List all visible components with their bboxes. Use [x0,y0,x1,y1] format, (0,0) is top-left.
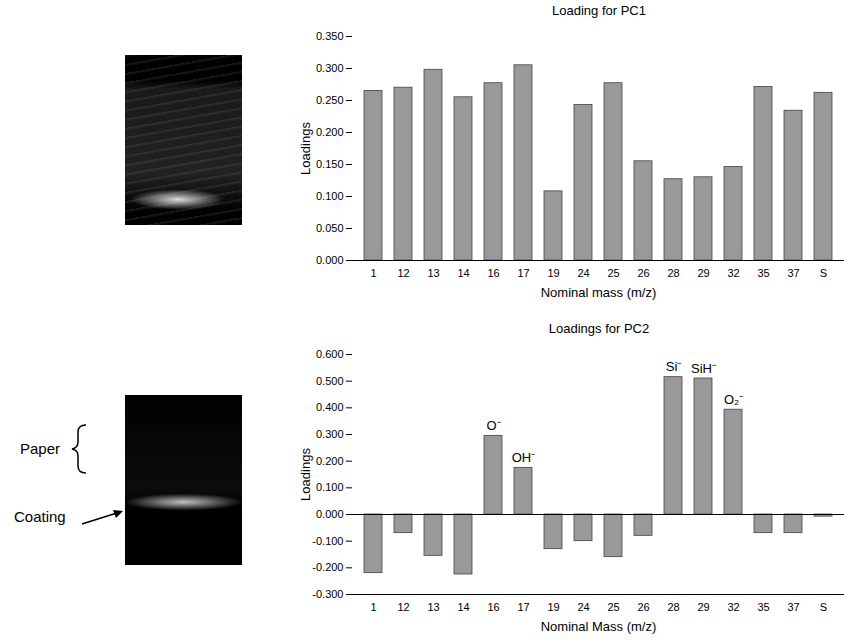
svg-text:12: 12 [397,601,409,613]
svg-text:0.000: 0.000 [316,508,344,520]
svg-text:Loadings: Loadings [298,122,313,175]
svg-text:14: 14 [457,601,469,613]
svg-text:32: 32 [727,601,739,613]
svg-text:Si⁻: Si⁻ [666,359,682,374]
svg-text:35: 35 [757,601,769,613]
svg-text:28: 28 [667,267,679,279]
svg-text:37: 37 [787,601,799,613]
svg-text:0.500: 0.500 [316,375,344,387]
svg-text:37: 37 [787,267,799,279]
svg-text:0.400: 0.400 [316,401,344,413]
svg-text:24: 24 [577,267,589,279]
svg-text:25: 25 [607,601,619,613]
svg-text:25: 25 [607,267,619,279]
svg-text:Loadings: Loadings [298,448,313,501]
svg-text:16: 16 [487,601,499,613]
svg-text:1: 1 [370,601,376,613]
svg-text:Nominal mass (m/z): Nominal mass (m/z) [541,285,657,300]
svg-text:-0.300: -0.300 [312,588,343,600]
svg-text:29: 29 [697,601,709,613]
svg-text:0.350: 0.350 [316,30,344,42]
html-text:Coating: Coating [14,508,66,525]
html-text:Loading for PC1: Loading for PC1 [552,3,646,18]
svg-text:1: 1 [370,267,376,279]
svg-text:0.150: 0.150 [316,158,344,170]
svg-text:17: 17 [517,267,529,279]
svg-text:S: S [820,601,827,613]
svg-text:14: 14 [457,267,469,279]
svg-text:SiH⁻: SiH⁻ [691,361,716,376]
svg-text:-0.200: -0.200 [312,561,343,573]
svg-text:0.300: 0.300 [316,62,344,74]
svg-text:0.200: 0.200 [316,126,344,138]
svg-text:26: 26 [637,601,649,613]
html-text:Loadings for PC2: Loadings for PC2 [548,321,650,336]
svg-text:29: 29 [697,267,709,279]
svg-text:OH⁻: OH⁻ [512,450,536,465]
svg-text:17: 17 [517,601,529,613]
svg-text:12: 12 [397,267,409,279]
svg-text:35: 35 [757,267,769,279]
svg-text:O₂⁻: O₂⁻ [724,392,743,407]
svg-text:O⁻: O⁻ [486,418,500,433]
svg-text:0.250: 0.250 [316,94,344,106]
svg-text:28: 28 [667,601,679,613]
svg-text:13: 13 [427,601,439,613]
html-text:Paper: Paper [20,440,60,457]
svg-text:S: S [820,267,827,279]
svg-text:0.200: 0.200 [316,455,344,467]
svg-text:19: 19 [547,601,559,613]
svg-text:16: 16 [487,267,499,279]
svg-text:0.000: 0.000 [316,254,344,266]
svg-text:0.050: 0.050 [316,222,344,234]
svg-text:26: 26 [637,267,649,279]
svg-text:0.300: 0.300 [316,428,344,440]
svg-text:13: 13 [427,267,439,279]
svg-text:0.100: 0.100 [316,481,344,493]
svg-text:19: 19 [547,267,559,279]
svg-text:0.600: 0.600 [316,348,344,360]
svg-text:24: 24 [577,601,589,613]
svg-text:-0.100: -0.100 [312,535,343,547]
svg-text:32: 32 [727,267,739,279]
svg-text:Nominal Mass (m/z): Nominal Mass (m/z) [541,619,657,634]
svg-text:0.100: 0.100 [316,190,344,202]
